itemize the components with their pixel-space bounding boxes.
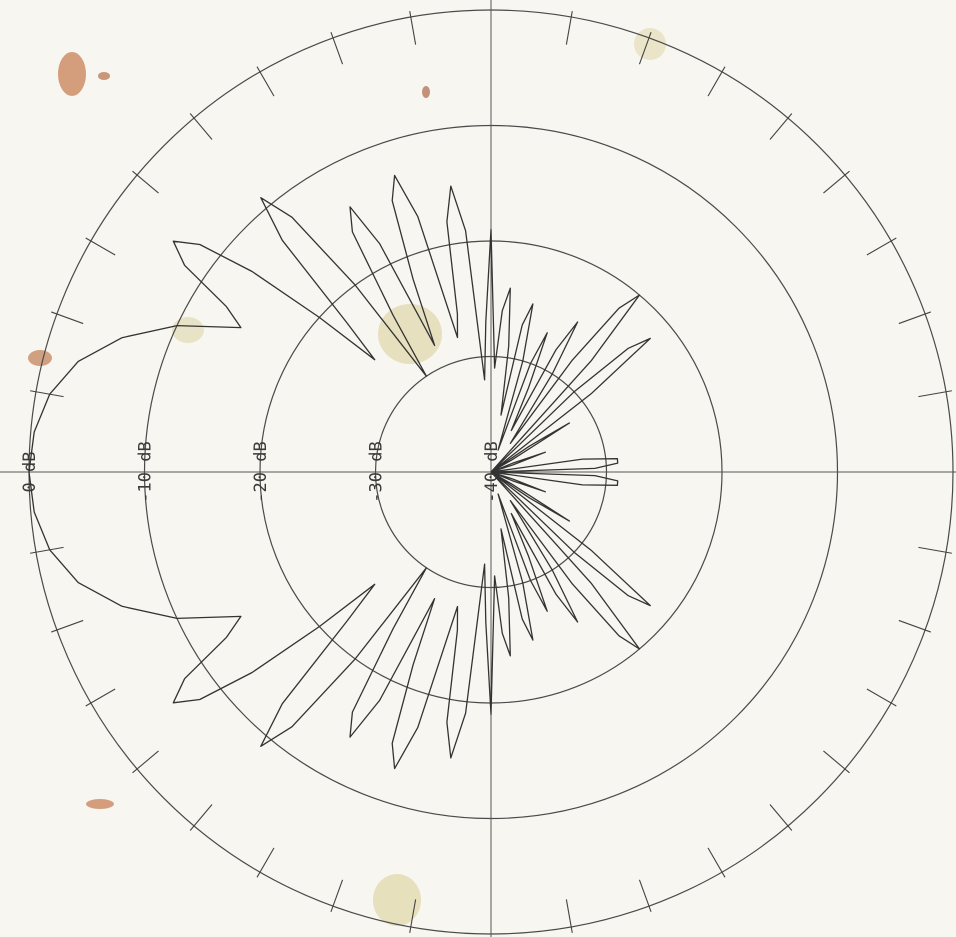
angle-ticks (30, 11, 952, 933)
angle-tick (707, 66, 726, 97)
rust-stain (86, 799, 114, 809)
angle-tick (565, 11, 573, 45)
ring-label: 0 dB (20, 452, 40, 493)
angle-tick (30, 546, 64, 554)
water-stain (373, 874, 421, 926)
angle-tick (85, 688, 116, 707)
angle-tick (132, 750, 159, 774)
ring-label: -10 dB (136, 441, 156, 502)
angle-tick (638, 879, 652, 912)
angle-tick (769, 804, 793, 831)
ring-label: -20 dB (251, 441, 271, 502)
angle-tick (918, 546, 952, 554)
angle-tick (823, 750, 850, 774)
rust-stain (28, 350, 52, 366)
angle-tick (409, 11, 417, 45)
angle-tick (189, 804, 213, 831)
angle-tick (30, 390, 64, 398)
angle-tick (823, 170, 850, 194)
angle-tick (866, 237, 897, 256)
water-stain (634, 28, 666, 60)
angle-tick (707, 847, 726, 878)
paper-stains (28, 28, 666, 926)
angle-tick (330, 879, 344, 912)
angle-tick (132, 170, 159, 194)
ring-label: -30 dB (367, 441, 387, 502)
angle-tick (51, 619, 84, 633)
angle-tick (898, 311, 931, 325)
rust-stain (98, 72, 110, 80)
angle-tick (638, 32, 652, 65)
angle-tick (51, 311, 84, 325)
angle-tick (85, 237, 116, 256)
angle-tick (330, 32, 344, 65)
angle-tick (918, 390, 952, 398)
angle-tick (189, 113, 213, 140)
angle-tick (256, 847, 275, 878)
angle-tick (565, 899, 573, 933)
angle-tick (866, 688, 897, 707)
angle-tick (409, 899, 417, 933)
angle-tick (769, 113, 793, 140)
water-stain (172, 317, 204, 343)
angle-tick (256, 66, 275, 97)
rust-stain (58, 52, 86, 96)
rust-stain (422, 86, 430, 98)
radiation-pattern-line (28, 174, 651, 770)
angle-tick (898, 619, 931, 633)
